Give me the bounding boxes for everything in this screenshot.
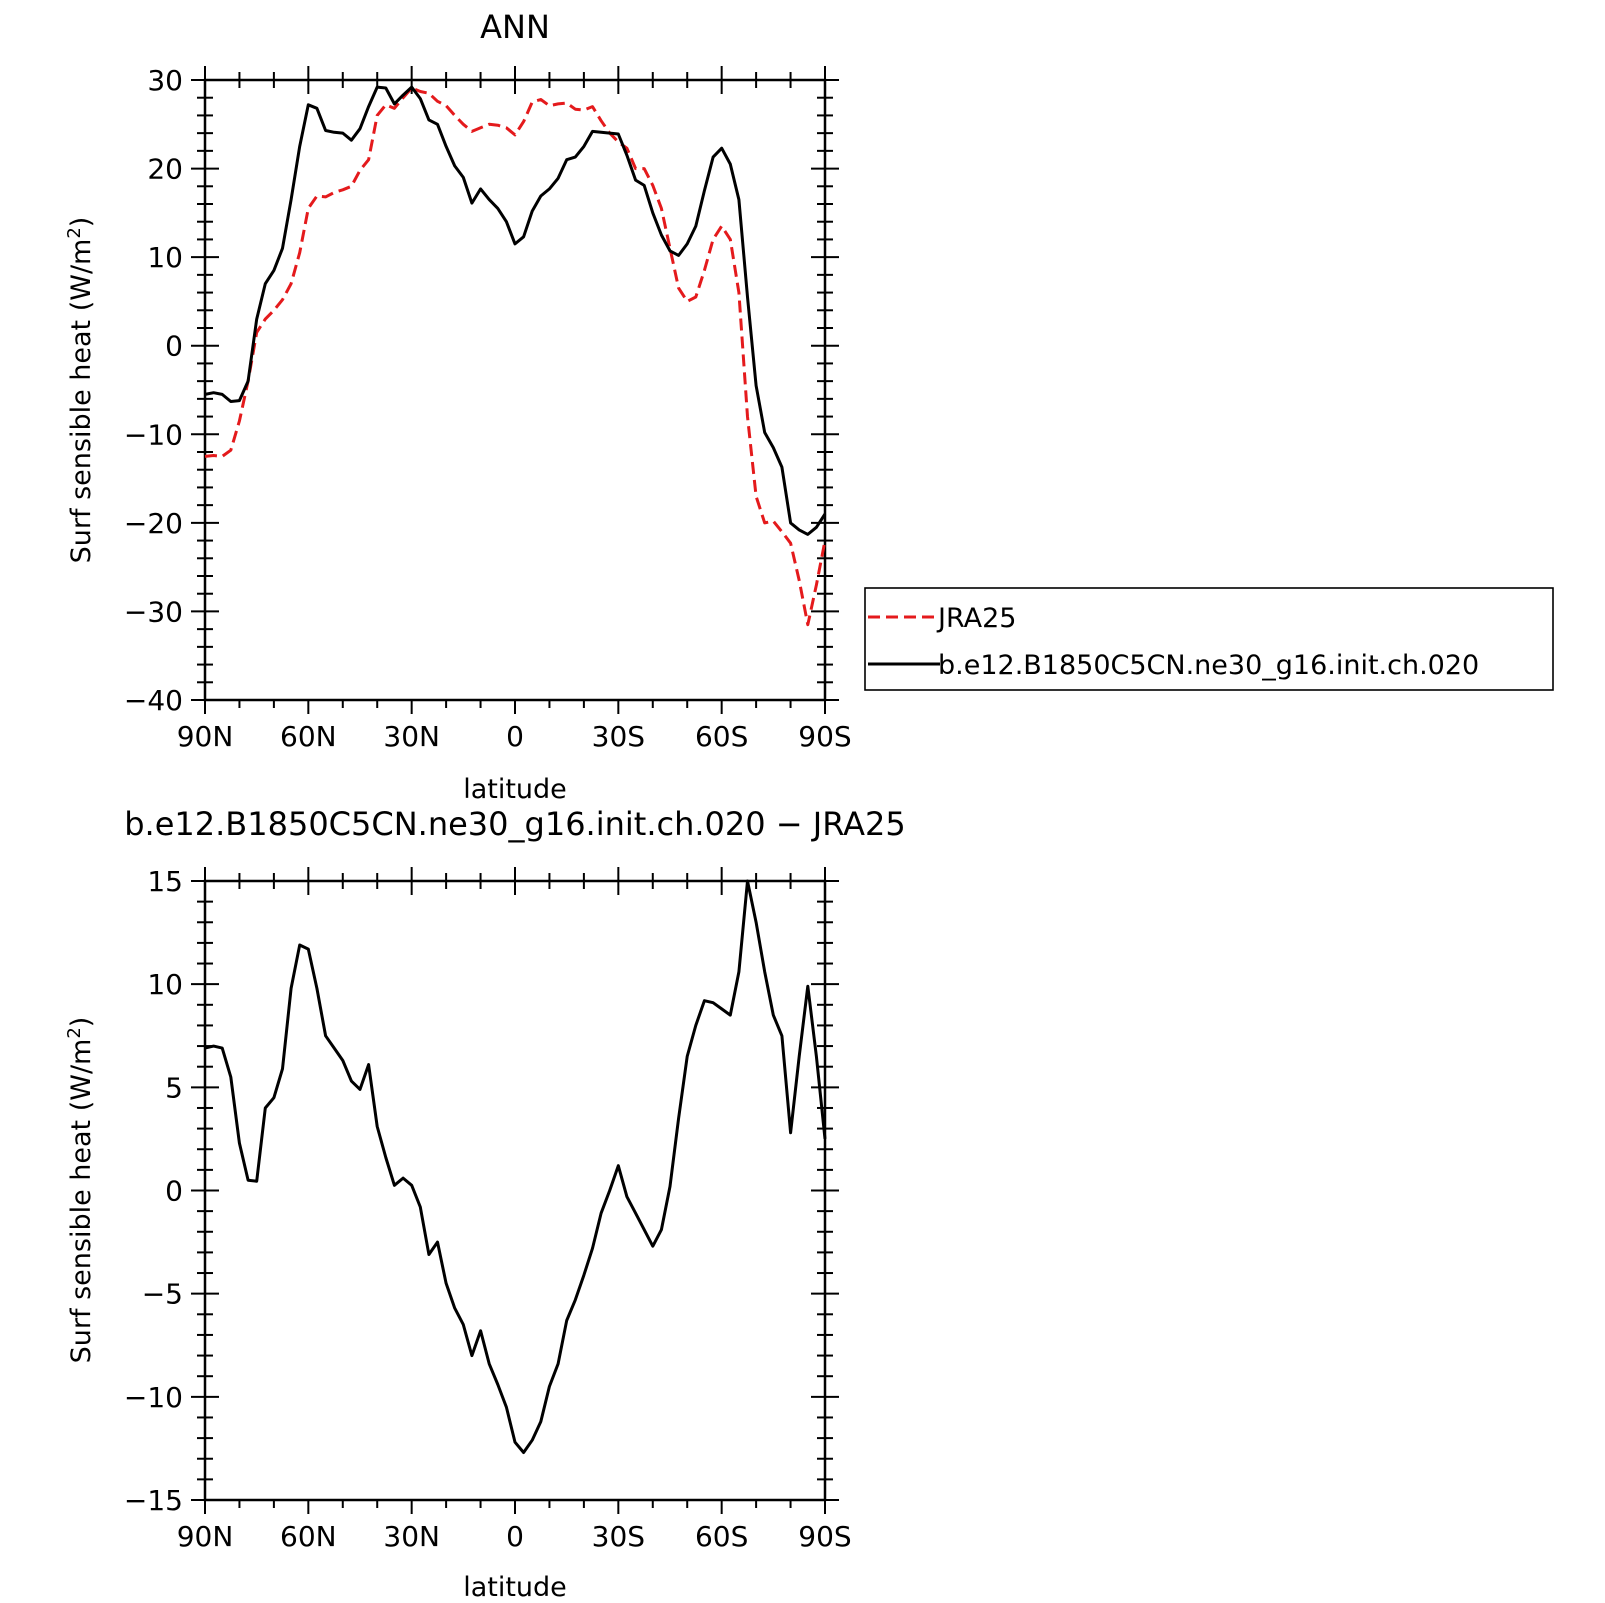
x-tick-label: 90S — [798, 1520, 851, 1553]
series-line-model — [204, 85, 827, 536]
x-tick-label: 30N — [383, 720, 440, 753]
y-tick-label: −10 — [124, 1381, 183, 1414]
top-x-tick-labels: 90N 60N 30N 0 30S 60S 90S — [177, 720, 852, 753]
top-tick-marks — [191, 66, 839, 714]
legend-box — [864, 587, 1554, 691]
x-tick-label: 0 — [506, 720, 524, 753]
bottom-plot-frame — [203, 879, 827, 1502]
x-tick-label: 30S — [592, 720, 645, 753]
x-tick-label: 30N — [383, 1520, 440, 1553]
x-tick-label: 60S — [695, 1520, 748, 1553]
legend-label-jra25: JRA25 — [936, 603, 1016, 634]
bottom-y-axis-label-main: Surf sensible heat (W/m — [66, 1039, 97, 1364]
x-tick-label: 0 — [506, 1520, 524, 1553]
x-tick-label: 30S — [592, 1520, 645, 1553]
y-tick-label: −15 — [124, 1484, 183, 1517]
bottom-panel: b.e12.B1850C5CN.ne30_g16.init.ch.020 − J… — [64, 805, 906, 1603]
bottom-y-tick-labels: 15 10 5 0 −5 −10 −15 — [124, 865, 183, 1517]
bottom-y-axis-label-sup: 2 — [64, 1027, 85, 1038]
top-series-group — [204, 85, 827, 627]
legend-label-model: b.e12.B1850C5CN.ne30_g16.init.ch.020 — [938, 650, 1479, 681]
x-tick-label: 90N — [177, 720, 234, 753]
x-tick-label: 90S — [798, 720, 851, 753]
bottom-x-axis-label: latitude — [463, 1572, 567, 1603]
top-x-axis-label: latitude — [463, 774, 567, 805]
bottom-series-group — [204, 879, 827, 1454]
top-y-tick-labels: 30 20 10 0 −10 −20 −30 −40 — [124, 64, 183, 717]
top-y-axis-label-close: ) — [66, 217, 97, 228]
y-tick-label: 15 — [147, 865, 183, 898]
x-tick-label: 90N — [177, 1520, 234, 1553]
top-y-axis-label-main: Surf sensible heat (W/m — [66, 239, 97, 564]
x-tick-label: 60N — [280, 720, 337, 753]
series-line-model — [204, 879, 827, 1454]
bottom-tick-marks — [191, 867, 839, 1514]
top-y-axis-label-sup: 2 — [64, 227, 85, 238]
bottom-x-tick-labels: 90N 60N 30N 0 30S 60S 90S — [177, 1520, 852, 1553]
legend: JRA25 b.e12.B1850C5CN.ne30_g16.init.ch.0… — [864, 587, 1554, 691]
y-tick-label: 20 — [147, 153, 183, 186]
y-tick-label: 0 — [165, 330, 183, 363]
top-panel: ANN 30 20 10 0 −10 −20 −30 −40 90N 60N 30N 0 30S 60S… — [64, 8, 1554, 805]
bottom-chart-title: b.e12.B1850C5CN.ne30_g16.init.ch.020 − J… — [124, 805, 906, 843]
y-tick-label: 0 — [165, 1175, 183, 1208]
y-tick-label: −5 — [142, 1278, 183, 1311]
series-line-jra25 — [204, 86, 827, 627]
y-tick-label: 10 — [147, 968, 183, 1001]
x-tick-label: 60N — [280, 1520, 337, 1553]
top-y-axis-label: Surf sensible heat (W/m2) — [64, 217, 97, 564]
y-tick-label: 10 — [147, 241, 183, 274]
bottom-y-axis-label-close: ) — [66, 1017, 97, 1028]
y-tick-label: −10 — [124, 418, 183, 451]
y-tick-label: −20 — [124, 507, 183, 540]
y-tick-label: 5 — [165, 1071, 183, 1104]
y-tick-label: 30 — [147, 64, 183, 97]
top-chart-title: ANN — [480, 8, 550, 46]
bottom-y-axis-label: Surf sensible heat (W/m2) — [64, 1017, 97, 1364]
y-tick-label: −40 — [124, 684, 183, 717]
y-tick-label: −30 — [124, 595, 183, 628]
x-tick-label: 60S — [695, 720, 748, 753]
